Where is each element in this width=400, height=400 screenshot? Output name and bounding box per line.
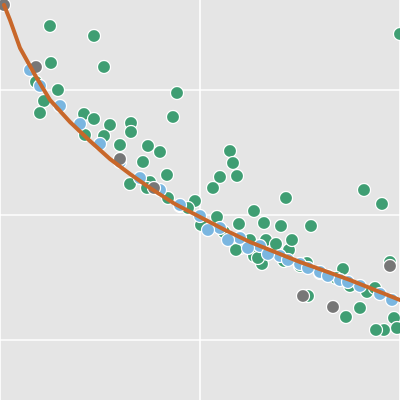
data-point-green [374,196,390,212]
data-point-green [392,26,400,42]
data-point-green [389,320,400,336]
data-point-gray [382,258,398,274]
data-point-green [222,143,238,159]
data-point-green [123,124,139,140]
data-point-green [225,155,241,171]
data-point-green [284,232,300,248]
data-point-green [338,309,354,325]
data-point-green [43,55,59,71]
data-point-green [273,218,289,234]
data-point-green [42,18,58,34]
data-point-green [96,59,112,75]
fit-curve [2,3,400,302]
data-point-green [86,111,102,127]
data-point-green [169,85,185,101]
data-point-green [135,154,151,170]
data-point-green [231,216,247,232]
data-point-gray [295,288,311,304]
data-point-green [205,180,221,196]
data-point-green [368,322,384,338]
data-point-green [140,138,156,154]
data-point-gray [325,299,341,315]
data-point-green [256,215,272,231]
data-point-green [112,137,128,153]
data-point-green [352,300,368,316]
data-point-green [50,82,66,98]
data-point-green [212,169,228,185]
data-point-green [32,105,48,121]
data-point-green [165,109,181,125]
data-point-green [86,28,102,44]
data-point-green [278,190,294,206]
data-point-green [152,144,168,160]
data-point-green [159,167,175,183]
data-point-green [102,117,118,133]
data-point-green [356,182,372,198]
data-point-green [229,168,245,184]
data-point-blue [200,222,216,238]
data-point-green [303,218,319,234]
data-point-green [246,203,262,219]
